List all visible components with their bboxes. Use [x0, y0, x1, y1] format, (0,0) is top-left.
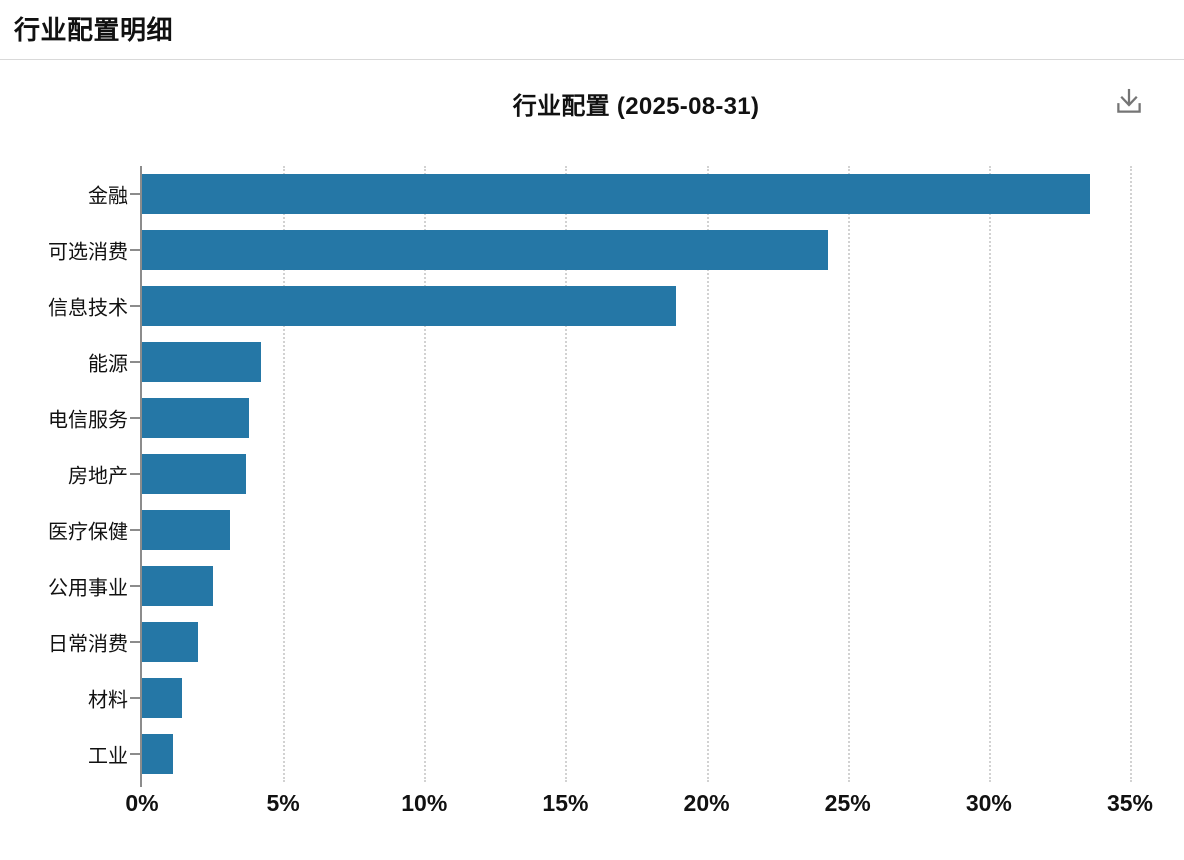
download-button[interactable] — [1112, 84, 1146, 118]
category-label: 房地产 — [68, 465, 128, 488]
gridline — [847, 166, 850, 782]
bar-日常消费 — [142, 622, 199, 662]
bar-电信服务 — [142, 398, 250, 438]
x-axis-label: 5% — [266, 790, 300, 816]
gridline — [988, 166, 991, 782]
bar-rows: 金融可选消费信息技术能源电信服务房地产医疗保健公用事业日常消费材料工业 — [48, 166, 1130, 782]
chart-row: 日常消费 — [48, 614, 1130, 670]
gridline — [424, 166, 427, 782]
bar-公用事业 — [142, 566, 213, 606]
bar-材料 — [142, 678, 182, 718]
y-axis-tick — [130, 193, 140, 195]
bar-医疗保健 — [142, 510, 230, 550]
plot-wrap: 金融可选消费信息技术能源电信服务房地产医疗保健公用事业日常消费材料工业 0% 5%… — [0, 166, 1184, 826]
industry-allocation-chart: 行业配置 (2025-08-31) 金融可选消费信息技术能源电信服务房地产医疗保… — [0, 86, 1184, 826]
category-label: 金融 — [88, 185, 128, 208]
chart-row: 可选消费 — [48, 222, 1130, 278]
x-axis-label: 35% — [1106, 790, 1154, 816]
chart-row: 医疗保健 — [48, 502, 1130, 558]
chart-title: 行业配置 (2025-08-31) — [512, 93, 760, 120]
download-icon — [1117, 88, 1141, 113]
header-divider — [0, 59, 1184, 60]
gridline — [283, 166, 286, 782]
category-label: 信息技术 — [48, 297, 128, 320]
y-axis-tick — [130, 417, 140, 419]
page-title: 行业配置明细 — [14, 15, 174, 45]
chart-row: 信息技术 — [48, 278, 1130, 334]
x-axis-label: 10% — [401, 790, 448, 816]
chart-row: 电信服务 — [48, 390, 1130, 446]
y-axis-line — [140, 166, 142, 787]
category-label: 工业 — [88, 745, 128, 768]
chart-title-row: 行业配置 (2025-08-31) — [0, 86, 1184, 130]
plot-area: 金融可选消费信息技术能源电信服务房地产医疗保健公用事业日常消费材料工业 — [48, 166, 1132, 787]
category-label: 日常消费 — [48, 633, 128, 656]
bar-信息技术 — [142, 286, 676, 326]
category-label: 电信服务 — [48, 409, 128, 432]
y-axis-tick — [130, 585, 140, 587]
x-axis-label: 20% — [683, 790, 730, 816]
y-axis-tick — [130, 529, 140, 531]
bar-可选消费 — [142, 230, 828, 270]
category-label: 可选消费 — [48, 241, 128, 264]
y-axis-tick — [130, 249, 140, 251]
bar-工业 — [142, 734, 174, 774]
gridline — [565, 166, 568, 782]
y-axis-tick — [130, 753, 140, 755]
category-label: 能源 — [88, 353, 128, 376]
x-axis-label: 25% — [824, 790, 871, 816]
x-axis-label: 30% — [965, 790, 1012, 816]
bar-房地产 — [142, 454, 247, 494]
chart-row: 能源 — [88, 334, 1130, 390]
y-axis-tick — [130, 641, 140, 643]
y-axis-tick — [130, 473, 140, 475]
x-axis: 0% 5% 10% 15% 20% 25% 30% 35% — [125, 782, 1153, 826]
category-label: 医疗保健 — [48, 521, 128, 544]
y-axis-tick — [130, 305, 140, 307]
chart-row: 公用事业 — [48, 558, 1130, 614]
chart-row: 金融 — [88, 166, 1130, 222]
chart-row: 材料 — [88, 670, 1130, 726]
bar-金融 — [142, 174, 1091, 214]
x-axis-label: 15% — [542, 790, 589, 816]
chart-row: 工业 — [88, 726, 1130, 782]
category-label: 材料 — [88, 689, 128, 712]
y-axis-tick — [130, 361, 140, 363]
x-axis-label: 0% — [125, 790, 159, 816]
gridline — [1130, 166, 1132, 782]
gridline — [706, 166, 709, 782]
category-label: 公用事业 — [48, 577, 128, 600]
bar-能源 — [142, 342, 261, 382]
y-axis-tick — [130, 697, 140, 699]
chart-row: 房地产 — [68, 446, 1130, 502]
